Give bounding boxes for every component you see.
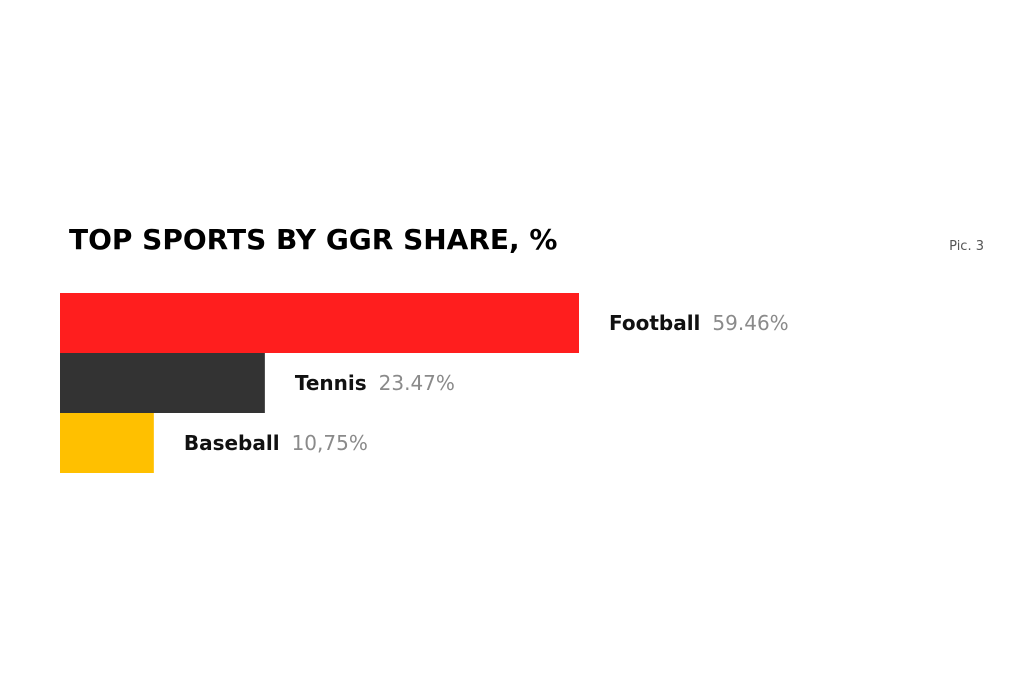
bar-label-football: Football 59.46% — [609, 311, 789, 335]
bar-baseball — [60, 413, 154, 473]
bar-label-baseball: Baseball 10,75% — [184, 431, 368, 455]
bar-label-tennis: Tennis 23.47% — [295, 371, 455, 395]
value-label: 23.47% — [379, 371, 455, 395]
value-label: 10,75% — [292, 431, 368, 455]
category-label: Baseball — [184, 431, 280, 455]
chart-title: TOP SPORTS BY GGR SHARE, % — [69, 223, 558, 256]
bar-football — [60, 293, 579, 353]
value-label: 59.46% — [712, 311, 788, 335]
category-label: Football — [609, 311, 700, 335]
category-label: Tennis — [295, 371, 367, 395]
bar-tennis — [60, 353, 265, 413]
figure-label: Pic. 3 — [949, 239, 984, 254]
